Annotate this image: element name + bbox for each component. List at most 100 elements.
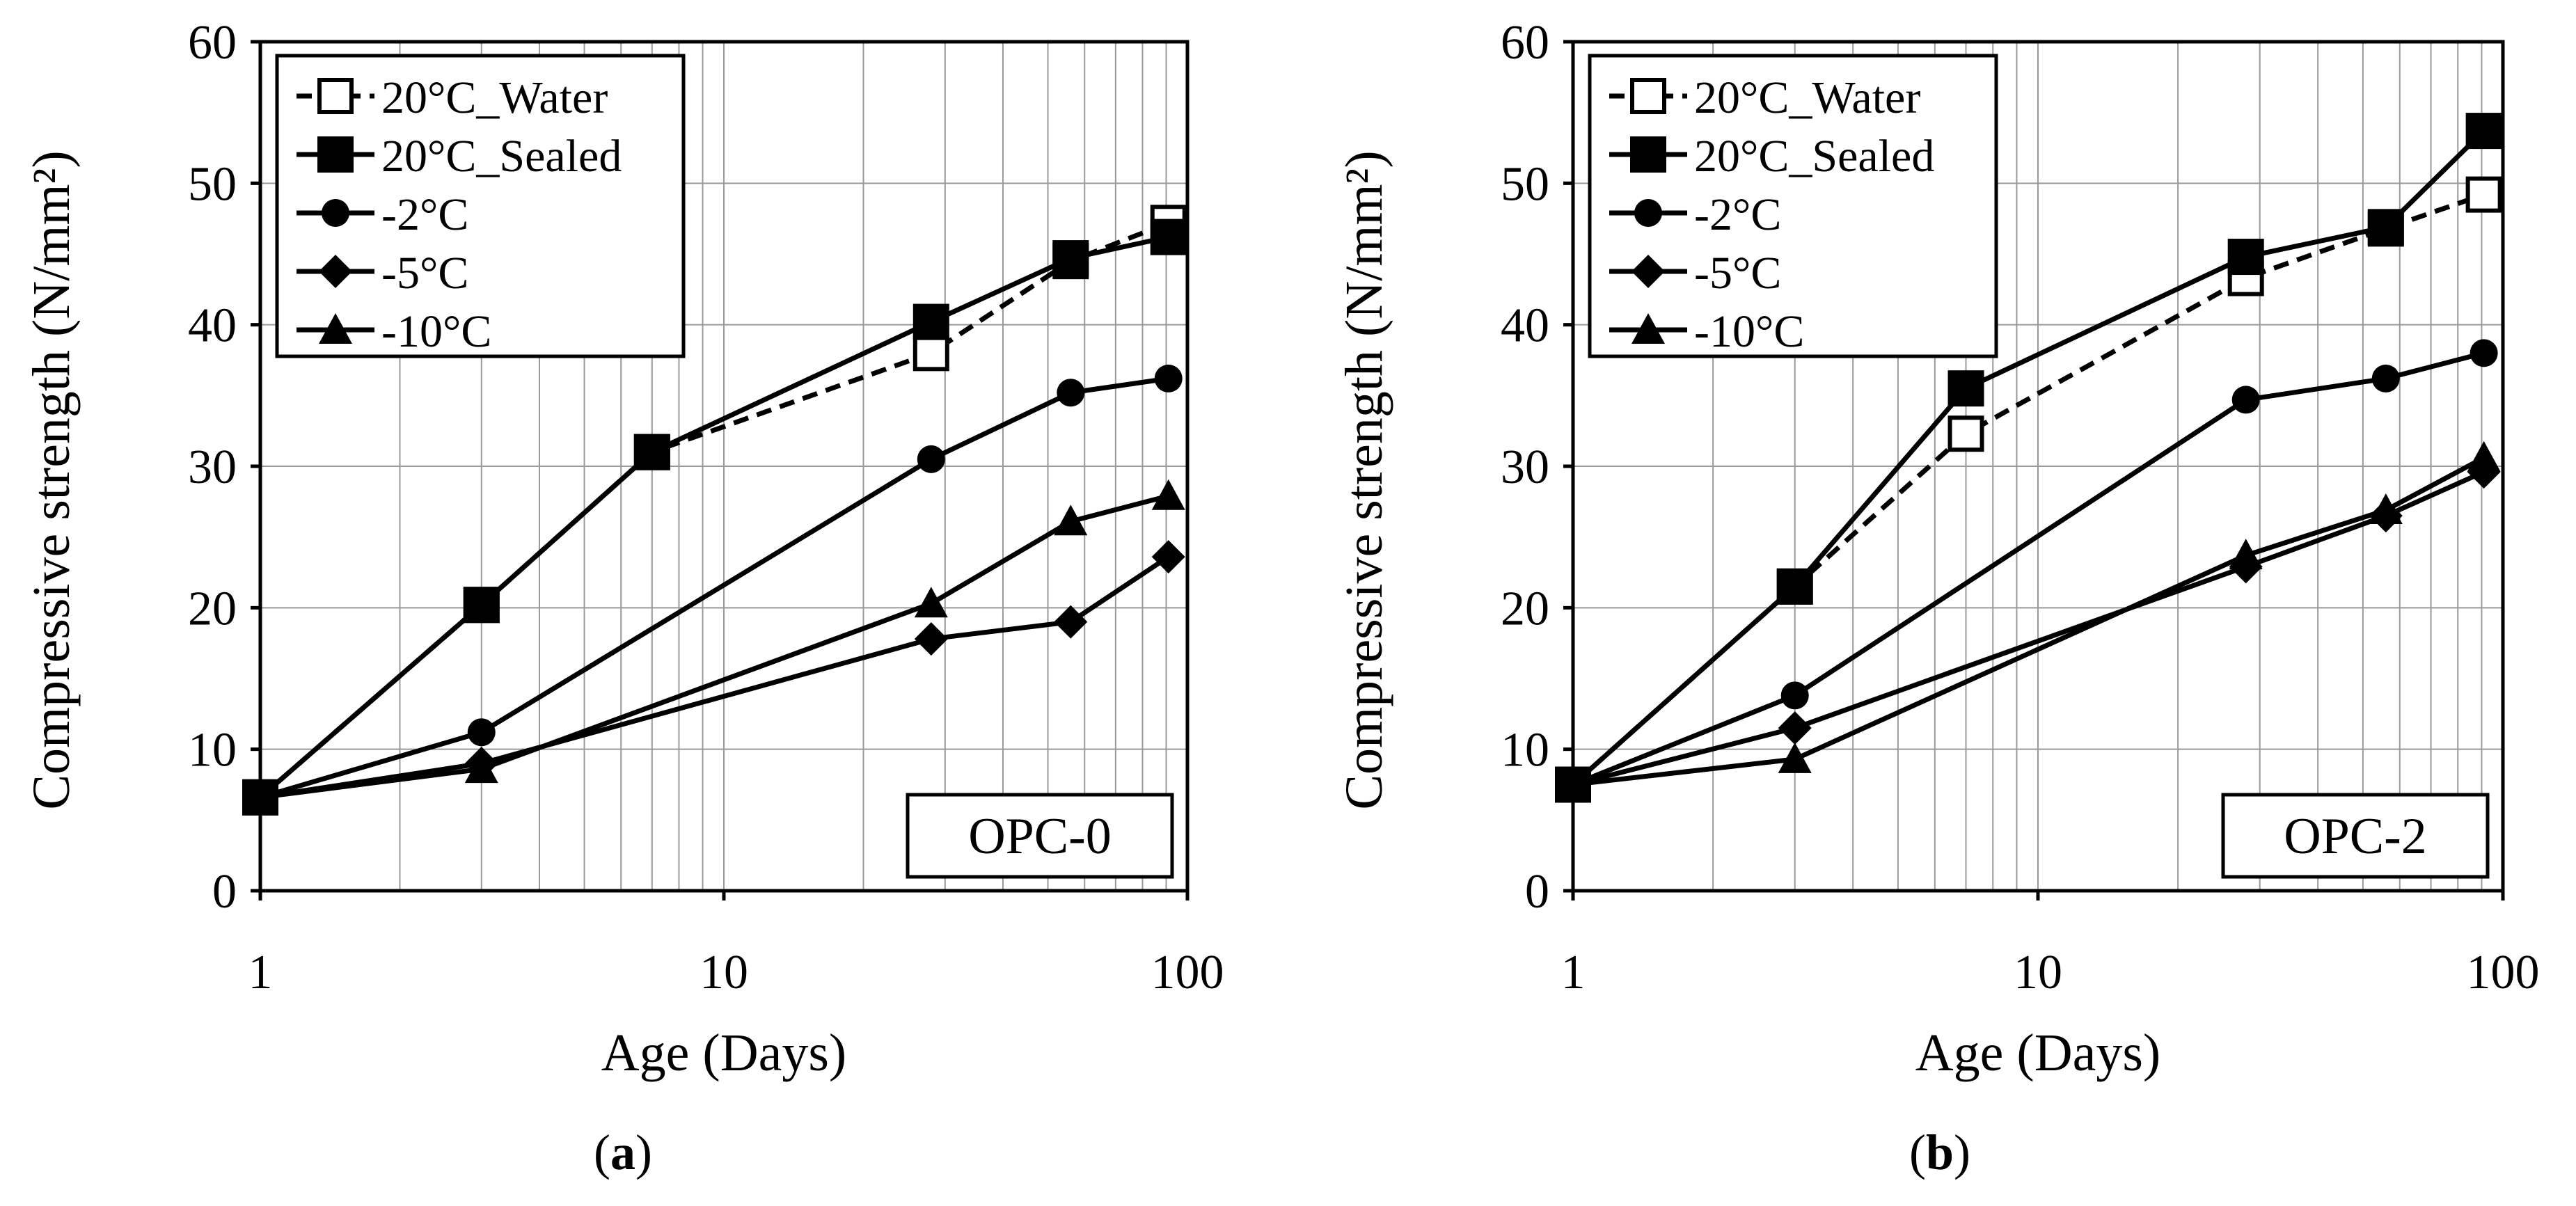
data-point — [914, 587, 948, 618]
series-line — [260, 376, 1169, 800]
data-point — [2227, 239, 2264, 276]
y-tick-label: 60 — [1501, 16, 1549, 70]
data-point — [1947, 370, 1984, 407]
data-point — [1151, 540, 1185, 574]
legend-marker — [317, 78, 354, 114]
y-tick-label: 50 — [188, 157, 237, 211]
series-line — [1572, 455, 2486, 787]
chart-1: 0 10 20 30 40 50 60 1 10 100 Age (Days) Compressive… — [22, 16, 1224, 1082]
legend: 20°C_Water 20°C_Sealed -2°C -5°C -10°C — [275, 54, 686, 358]
data-point — [2465, 176, 2502, 213]
panel-label-b: (b) — [1909, 1125, 1971, 1180]
legend: 20°C_Water 20°C_Sealed -2°C -5°C -10°C — [1588, 54, 1998, 358]
legend-item-5-c: -5°C — [381, 248, 468, 299]
legend-item-2-c: -2°C — [1694, 189, 1781, 240]
data-point — [2367, 209, 2404, 246]
y-tick-label: 10 — [188, 724, 237, 777]
x-axis-title: Age (Days) — [1915, 1024, 2160, 1082]
data-point — [1556, 768, 1590, 799]
y-tick-label: 50 — [1501, 157, 1549, 211]
x-tick-label: 10 — [2014, 946, 2062, 999]
panel-tag-box — [2221, 793, 2490, 879]
data-point — [2371, 364, 2400, 392]
legend-item-10-c: -10°C — [1694, 306, 1804, 357]
y-tick-label: 20 — [1501, 582, 1549, 635]
data-point — [1778, 711, 1812, 745]
legend-marker — [1634, 199, 1662, 227]
y-tick-label: 0 — [1525, 865, 1549, 919]
data-point — [2231, 386, 2260, 414]
panel-tag: OPC-2 — [2284, 808, 2427, 865]
y-axis-title: Compressive strength (N/mm²) — [1335, 150, 1393, 809]
data-point — [912, 335, 949, 372]
x-axis-title: Age (Days) — [601, 1024, 846, 1082]
panel-tag-box — [906, 793, 1174, 879]
data-point — [1151, 479, 1185, 510]
data-point — [914, 622, 948, 656]
x-tick-label: 10 — [700, 946, 748, 999]
data-point — [912, 303, 949, 340]
data-point — [1778, 742, 1812, 773]
legend-marker — [319, 313, 352, 344]
data-point — [464, 752, 498, 784]
series-5-c — [244, 540, 1185, 814]
legend-item-20-c-sealed: 20°C_Sealed — [381, 131, 622, 182]
legend-item-20-c-water: 20°C_Water — [381, 72, 608, 123]
x-tick-label: 1 — [1561, 946, 1586, 999]
y-tick-label: 20 — [188, 582, 237, 635]
data-point — [1780, 681, 1809, 710]
legend-item-20-c-sealed: 20°C_Sealed — [1694, 131, 1934, 182]
data-point — [1947, 415, 1984, 452]
data-point — [467, 718, 496, 747]
series-20-c-sealed — [242, 219, 1187, 816]
legend-marker — [1630, 136, 1666, 173]
data-point — [1776, 568, 1813, 605]
panel-letter-a: a — [610, 1125, 635, 1180]
legend-marker — [1631, 313, 1665, 344]
series-2-c — [1559, 339, 2498, 799]
legend-item-5-c: -5°C — [1694, 248, 1781, 299]
legend-item-10-c: -10°C — [381, 306, 491, 357]
y-axis-title: Compressive strength (N/mm²) — [22, 150, 81, 809]
data-point — [2465, 113, 2502, 150]
data-point — [633, 434, 670, 470]
x-tick-label: 1 — [248, 946, 273, 999]
y-tick-label: 40 — [188, 299, 237, 353]
data-point — [2229, 539, 2263, 570]
data-point — [1150, 219, 1187, 255]
y-tick-label: 10 — [1501, 724, 1549, 777]
y-tick-label: 0 — [212, 865, 237, 919]
legend-marker — [1630, 78, 1666, 114]
data-point — [463, 587, 500, 624]
series-10-c — [244, 479, 1185, 811]
data-point — [2467, 441, 2501, 472]
y-tick-label: 60 — [188, 16, 237, 70]
series-10-c — [1556, 441, 2501, 799]
x-tick-label: 100 — [2467, 946, 2540, 999]
legend-marker — [322, 199, 349, 227]
y-tick-label: 30 — [188, 441, 237, 494]
series-line — [1572, 469, 2486, 787]
x-tick-label: 100 — [1151, 946, 1224, 999]
data-point — [1054, 505, 1088, 536]
legend-marker — [319, 255, 352, 288]
y-tick-label: 30 — [1501, 441, 1549, 494]
data-point — [2470, 339, 2498, 367]
data-point — [1154, 364, 1183, 392]
data-point — [244, 780, 277, 811]
panel-tag: OPC-0 — [968, 808, 1112, 865]
chart-2: 0 10 20 30 40 50 60 1 10 100 Age (Days) Compressive… — [1335, 16, 2540, 1082]
data-point — [1052, 240, 1089, 277]
legend-item-2-c: -2°C — [381, 189, 468, 240]
data-point — [2369, 493, 2403, 525]
legend-marker — [317, 136, 354, 173]
legend-marker — [1631, 255, 1665, 288]
legend-item-20-c-water: 20°C_Water — [1694, 72, 1920, 123]
data-point — [1054, 605, 1088, 639]
panel-letter-b: b — [1925, 1125, 1954, 1180]
series-line — [1572, 350, 2485, 787]
y-tick-label: 40 — [1501, 299, 1549, 353]
data-point — [1057, 379, 1085, 407]
series-line — [260, 493, 1169, 800]
